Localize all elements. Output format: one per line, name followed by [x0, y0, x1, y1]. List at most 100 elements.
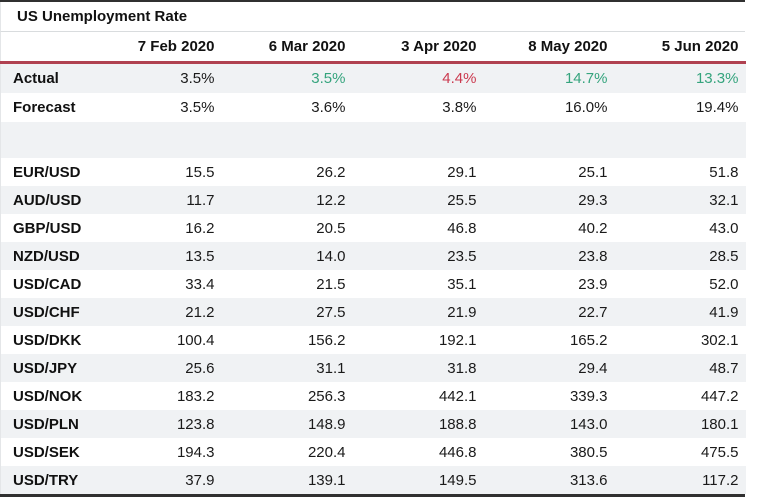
value-cell: 21.2 [185, 303, 215, 321]
data-table: 7 Feb 2020 6 Mar 2020 3 Apr 2020 8 May 2020… [0, 32, 746, 494]
table-row: USD/CHF 21.2 27.5 21.9 22.7 41.9 [0, 298, 746, 326]
value-cell: 51.8 [709, 163, 739, 181]
value-cell: 143.0 [569, 415, 608, 433]
value-cell: 220.4 [307, 443, 346, 461]
value-cell: 313.6 [569, 471, 608, 489]
value-cell: 123.8 [176, 415, 215, 433]
value-cell: 148.9 [307, 415, 346, 433]
value-cell: 100.4 [176, 331, 215, 349]
value-cell: 3.5% [311, 70, 346, 87]
value-cell: 13.5 [185, 247, 215, 265]
value-cell: 16.0% [564, 99, 608, 116]
table-row: USD/CAD 33.4 21.5 35.1 23.9 52.0 [0, 270, 746, 298]
value-cell: 194.3 [176, 443, 215, 461]
spacer-row [0, 122, 746, 158]
table-row: USD/JPY 25.6 31.1 31.8 29.4 48.7 [0, 354, 746, 382]
table-row: EUR/USD 15.5 26.2 29.1 25.1 51.8 [0, 158, 746, 186]
value-cell: 40.2 [578, 219, 608, 237]
value-cell: 4.4% [442, 70, 477, 87]
value-cell: 52.0 [709, 275, 739, 293]
row-label: USD/CAD [13, 275, 82, 293]
value-cell: 149.5 [438, 471, 477, 489]
value-cell: 180.1 [700, 415, 739, 433]
row-label: USD/PLN [13, 415, 79, 433]
value-cell: 21.5 [316, 275, 346, 293]
row-label: EUR/USD [13, 163, 81, 181]
row-label: Actual [13, 70, 59, 87]
value-cell: 25.5 [447, 191, 477, 209]
value-cell: 33.4 [185, 275, 215, 293]
row-label: USD/DKK [13, 331, 82, 349]
value-cell: 380.5 [569, 443, 608, 461]
value-cell: 3.8% [442, 99, 477, 116]
table-row: USD/PLN 123.8 148.9 188.8 143.0 180.1 [0, 410, 746, 438]
value-cell: 25.1 [578, 163, 608, 181]
value-cell: 46.8 [447, 219, 477, 237]
value-cell: 15.5 [185, 163, 215, 181]
value-cell: 3.6% [311, 99, 346, 116]
value-cell: 447.2 [700, 387, 739, 405]
value-cell: 32.1 [709, 191, 739, 209]
column-header: 7 Feb 2020 [90, 32, 222, 64]
table-row: Actual 3.5% 3.5% 4.4% 14.7% 13.3% [0, 62, 746, 93]
table-row: AUD/USD 11.7 12.2 25.5 29.3 32.1 [0, 186, 746, 214]
value-cell: 3.5% [180, 70, 215, 87]
value-cell: 165.2 [569, 331, 608, 349]
value-cell: 192.1 [438, 331, 477, 349]
header-row: 7 Feb 2020 6 Mar 2020 3 Apr 2020 8 May 2020… [0, 32, 746, 64]
value-cell: 48.7 [709, 359, 739, 377]
table-row: USD/TRY 37.9 139.1 149.5 313.6 117.2 [0, 466, 746, 494]
value-cell: 29.4 [578, 359, 608, 377]
value-cell: 22.7 [578, 303, 608, 321]
value-cell: 446.8 [438, 443, 477, 461]
value-cell: 21.9 [447, 303, 477, 321]
value-cell: 28.5 [709, 247, 739, 265]
value-cell: 442.1 [438, 387, 477, 405]
table-row: USD/NOK 183.2 256.3 442.1 339.3 447.2 [0, 382, 746, 410]
value-cell: 339.3 [569, 387, 608, 405]
value-cell: 27.5 [316, 303, 346, 321]
column-header: 5 Jun 2020 [614, 32, 746, 64]
table-row: NZD/USD 13.5 14.0 23.5 23.8 28.5 [0, 242, 746, 270]
unemployment-rate-widget: US Unemployment Rate 7 Feb 2020 6 Mar 202… [0, 0, 746, 497]
column-header: 6 Mar 2020 [221, 32, 353, 64]
value-cell: 14.7% [564, 70, 608, 87]
bottom-frame-border [0, 494, 745, 497]
value-cell: 12.2 [316, 191, 346, 209]
value-cell: 13.3% [695, 70, 739, 87]
page-title: US Unemployment Rate [0, 2, 745, 32]
value-cell: 31.8 [447, 359, 477, 377]
row-label: NZD/USD [13, 247, 80, 265]
value-cell: 37.9 [185, 471, 215, 489]
row-label: GBP/USD [13, 219, 82, 237]
value-cell: 302.1 [700, 331, 739, 349]
value-cell: 117.2 [702, 471, 739, 489]
value-cell: 139.1 [307, 471, 346, 489]
value-cell: 26.2 [316, 163, 346, 181]
table-body: Actual 3.5% 3.5% 4.4% 14.7% 13.3% Forecast 3.5%… [0, 62, 746, 494]
value-cell: 20.5 [316, 219, 346, 237]
row-label: USD/CHF [13, 303, 80, 321]
row-label: Forecast [13, 99, 76, 116]
corner-cell [0, 32, 91, 64]
value-cell: 475.5 [700, 443, 739, 461]
column-header: 8 May 2020 [483, 32, 615, 64]
row-label: USD/JPY [13, 359, 78, 377]
value-cell: 29.3 [578, 191, 608, 209]
value-cell: 23.9 [578, 275, 608, 293]
value-cell: 29.1 [447, 163, 477, 181]
table-row: Forecast 3.5% 3.6% 3.8% 16.0% 19.4% [0, 93, 746, 122]
value-cell: 188.8 [438, 415, 477, 433]
column-header: 3 Apr 2020 [352, 32, 484, 64]
value-cell: 23.8 [578, 247, 608, 265]
value-cell: 31.1 [316, 359, 346, 377]
table-row: GBP/USD 16.2 20.5 46.8 40.2 43.0 [0, 214, 746, 242]
row-label: AUD/USD [13, 191, 82, 209]
value-cell: 11.7 [186, 191, 215, 209]
value-cell: 25.6 [185, 359, 215, 377]
top-frame-border [0, 0, 745, 2]
value-cell: 3.5% [180, 99, 215, 116]
value-cell: 43.0 [709, 219, 739, 237]
value-cell: 23.5 [447, 247, 477, 265]
